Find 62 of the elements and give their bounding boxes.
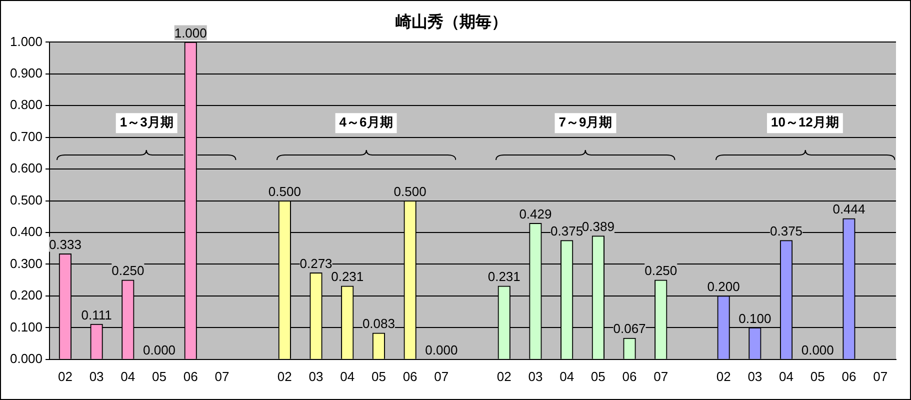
x-tick-label: 07 [873, 368, 888, 384]
x-tick-label: 03 [308, 368, 324, 384]
x-tick-label: 02 [716, 368, 731, 384]
data-label: 0.500 [394, 184, 426, 199]
x-tick-label: 04 [120, 368, 136, 384]
x-tick-label: 06 [842, 368, 856, 384]
x-tick-label: 06 [622, 368, 637, 384]
data-label: 1.000 [174, 25, 207, 40]
x-tick-label: 07 [434, 368, 449, 384]
data-label: 0.429 [519, 206, 552, 222]
data-label: 0.375 [770, 224, 803, 239]
y-tick-label: 0.500 [10, 192, 43, 208]
y-tick-label: 0.400 [10, 224, 43, 240]
data-label: 0.250 [644, 263, 678, 278]
y-tick-label: 0.800 [10, 97, 43, 112]
y-tick-label: 0.000 [10, 350, 43, 366]
x-tick-label: 06 [183, 368, 198, 384]
x-tick-label: 07 [214, 368, 230, 384]
x-tick-label: 02 [58, 368, 72, 384]
annotation: 1～3月期 [120, 114, 174, 130]
data-label: 0.000 [142, 342, 176, 358]
y-tick-label: 0.900 [10, 66, 43, 80]
y-tick-label: 1.000 [10, 34, 43, 49]
data-label: 0.111 [81, 307, 112, 322]
data-label: 0.444 [832, 202, 866, 217]
x-tick-label: 07 [654, 368, 668, 384]
annotation: 10～12月期 [770, 114, 839, 130]
y-tick-label: 0.200 [10, 288, 43, 303]
x-tick-label: 02 [496, 368, 512, 384]
x-tick-label: 04 [340, 368, 355, 384]
chart-title: 崎山秀（期毎） [396, 13, 508, 32]
data-label: 0.375 [550, 224, 584, 239]
data-label: 0.200 [707, 279, 740, 294]
x-tick-label: 04 [560, 368, 574, 384]
data-label: 0.231 [331, 269, 364, 284]
data-label: 0.250 [112, 263, 144, 278]
data-label: 0.000 [425, 342, 458, 358]
x-tick-label: 06 [402, 368, 418, 384]
y-tick-label: 0.700 [10, 128, 43, 144]
x-tick-label: 05 [810, 368, 825, 384]
data-label: 0.100 [738, 310, 772, 326]
data-label: 0.500 [268, 184, 301, 199]
x-tick-label: 04 [779, 368, 794, 384]
annotation: 4～6月期 [339, 114, 393, 130]
data-label: 0.273 [300, 256, 332, 271]
x-tick-label: 05 [152, 368, 166, 384]
annotation: 7～9月期 [558, 114, 612, 130]
x-tick-label: 03 [528, 368, 543, 384]
data-label: 0.000 [801, 342, 834, 358]
x-tick-label: 05 [371, 368, 386, 384]
y-tick-label: 0.600 [10, 160, 43, 176]
data-label: 0.067 [613, 321, 646, 336]
data-label: 0.333 [48, 236, 82, 252]
x-tick-label: 03 [748, 368, 762, 384]
x-tick-label: 02 [277, 368, 292, 384]
x-tick-label: 03 [89, 368, 104, 384]
data-label: 0.083 [362, 316, 395, 332]
x-tick-label: 05 [590, 368, 606, 384]
y-tick-label: 0.100 [10, 319, 43, 334]
y-tick-label: 0.300 [10, 256, 43, 271]
data-label: 0.389 [582, 219, 614, 234]
data-label: 0.231 [488, 269, 520, 284]
